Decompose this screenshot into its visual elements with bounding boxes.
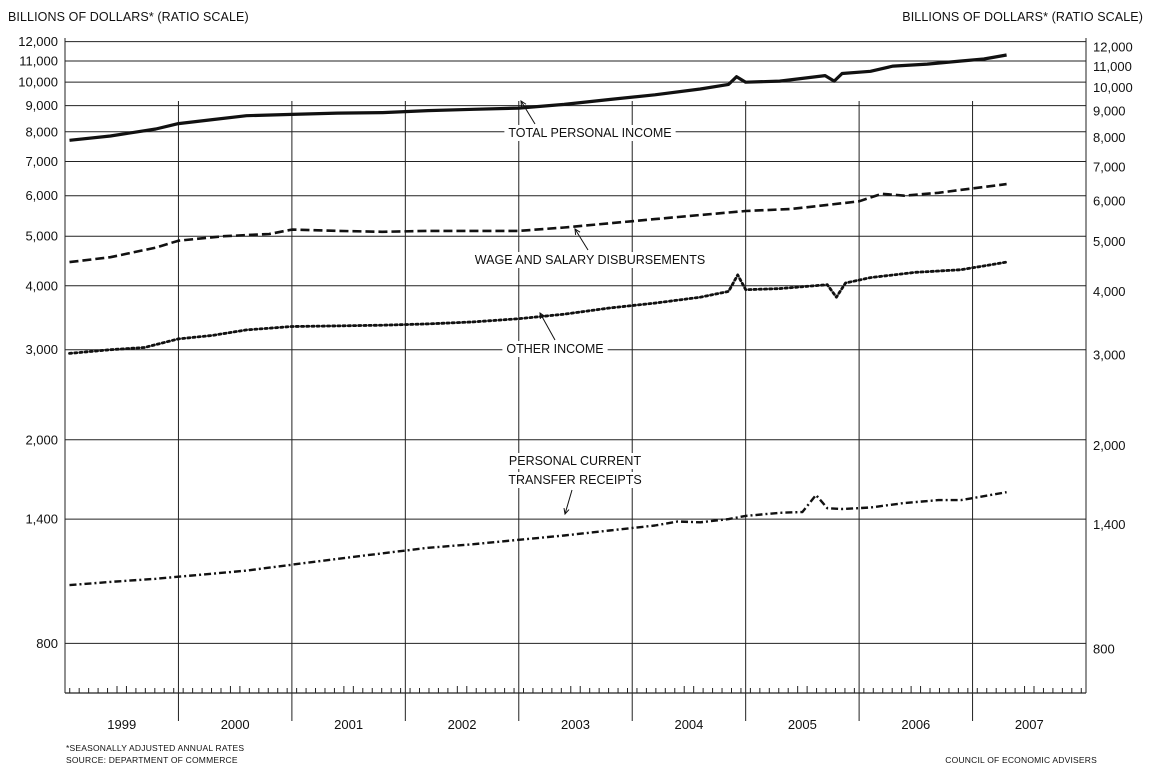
- y-tick-label-right: 8,000: [1093, 130, 1126, 145]
- y-tick-label-left: 9,000: [25, 98, 58, 113]
- y-tick-label-left: 4,000: [25, 278, 58, 293]
- credit-note: COUNCIL OF ECONOMIC ADVISERS: [945, 755, 1097, 765]
- right-axis-header: BILLIONS OF DOLLARS* (RATIO SCALE): [902, 10, 1143, 24]
- y-tick-label-left: 800: [36, 636, 58, 651]
- annotation-total-personal-income: TOTAL PERSONAL INCOME: [508, 126, 671, 140]
- y-tick-label-right: 800: [1093, 641, 1115, 656]
- annotation-transfer-line2-backing: [504, 472, 646, 488]
- y-tick-label-right: 6,000: [1093, 194, 1126, 209]
- y-tick-label-right: 3,000: [1093, 348, 1126, 363]
- leader-other-income: [539, 312, 556, 341]
- leader-transfer-receipts-head: [563, 508, 570, 516]
- y-tick-label-left: 2,000: [25, 432, 58, 447]
- x-tick-label-year: 2003: [561, 717, 590, 732]
- leader-transfer-receipts: [564, 489, 573, 515]
- y-tick-label-left: 7,000: [25, 154, 58, 169]
- series-line-3: [69, 491, 1007, 587]
- y-tick-label-left: 3,000: [25, 342, 58, 357]
- source-note: SOURCE: DEPARTMENT OF COMMERCE: [66, 755, 238, 765]
- y-tick-label-left: 10,000: [18, 75, 58, 90]
- y-tick-label-right: 10,000: [1093, 80, 1133, 95]
- left-axis-header: BILLIONS OF DOLLARS* (RATIO SCALE): [8, 10, 249, 24]
- annotation-other-income: OTHER INCOME: [506, 342, 603, 356]
- annotation-transfer-line1: PERSONAL CURRENT: [509, 454, 642, 468]
- seasonal-adjustment-note: *SEASONALLY ADJUSTED ANNUAL RATES: [66, 743, 245, 753]
- y-tick-label-left: 6,000: [25, 188, 58, 203]
- y-tick-label-right: 1,400: [1093, 517, 1126, 532]
- x-tick-label-year: 1999: [107, 717, 136, 732]
- y-tick-label-right: 9,000: [1093, 104, 1126, 119]
- y-tick-label-left: 1,400: [25, 512, 58, 527]
- leader-total-personal-income: [520, 100, 536, 125]
- y-tick-label-left: 5,000: [25, 229, 58, 244]
- x-tick-label-year: 2000: [221, 717, 250, 732]
- leader-wage-salary-head: [574, 228, 581, 236]
- y-tick-label-right: 12,000: [1093, 40, 1133, 55]
- y-tick-label-right: 7,000: [1093, 159, 1126, 174]
- annotation-wage-salary: WAGE AND SALARY DISBURSEMENTS: [475, 253, 705, 267]
- leader-wage-salary: [574, 228, 589, 251]
- y-tick-label-right: 4,000: [1093, 284, 1126, 299]
- annotation-transfer-line1-backing: [504, 453, 646, 469]
- annotation-wage-salary-backing: [470, 252, 710, 268]
- y-tick-label-left: 11,000: [19, 54, 58, 69]
- series-line-1: [69, 182, 1007, 264]
- x-tick-label-year: 2002: [448, 717, 477, 732]
- leader-total-personal-income-head: [520, 100, 527, 108]
- y-tick-label-left: 8,000: [25, 124, 58, 139]
- annotation-total-personal-income-backing: [504, 125, 676, 141]
- x-tick-label-year: 2005: [788, 717, 817, 732]
- leader-other-income-head: [539, 311, 546, 320]
- x-tick-label-year: 2004: [674, 717, 703, 732]
- series-line-0: [69, 53, 1007, 142]
- y-tick-label-right: 2,000: [1093, 438, 1126, 453]
- x-tick-label-year: 2007: [1015, 717, 1044, 732]
- annotation-transfer-line2: TRANSFER RECEIPTS: [508, 473, 641, 487]
- y-tick-label-left: 12,000: [18, 34, 58, 49]
- x-tick-label-year: 2001: [334, 717, 363, 732]
- y-tick-label-right: 11,000: [1093, 59, 1132, 74]
- y-tick-label-right: 5,000: [1093, 234, 1126, 249]
- x-tick-label-year: 2006: [901, 717, 930, 732]
- annotation-other-income-backing: [502, 341, 608, 357]
- series-line-2: [68, 260, 1008, 355]
